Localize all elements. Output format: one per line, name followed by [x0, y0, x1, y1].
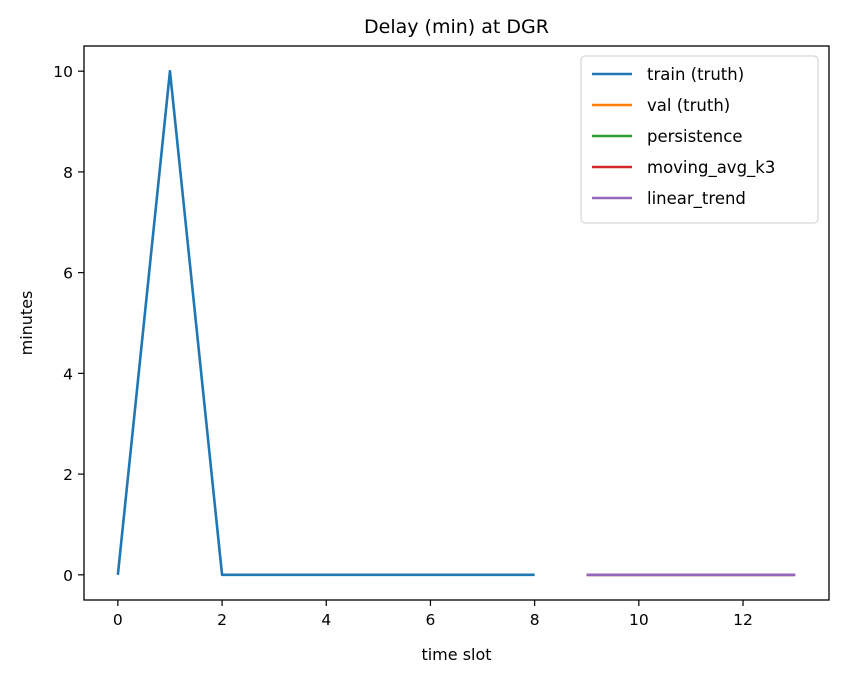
- legend-entry: val (truth): [647, 96, 730, 115]
- x-tick-label: 0: [113, 611, 123, 629]
- y-tick-label: 4: [63, 365, 73, 383]
- y-tick-label: 2: [63, 466, 73, 484]
- chart-title: Delay (min) at DGR: [364, 16, 549, 38]
- legend-box: [580, 55, 819, 224]
- legend: train (truth) val (truth) persistence movin…: [580, 55, 819, 224]
- y-axis: 0 2 4 6 8 10: [53, 63, 84, 585]
- plot-area: [83, 45, 830, 601]
- y-tick-label: 10: [53, 63, 73, 81]
- legend-entry: train (truth): [647, 65, 744, 84]
- x-axis: 0 2 4 6 8 10 12: [113, 600, 753, 629]
- legend-entry: persistence: [647, 127, 743, 146]
- x-axis-label: time slot: [421, 645, 491, 664]
- y-tick-label: 6: [63, 265, 73, 283]
- x-tick-label: 12: [733, 611, 753, 629]
- x-tick-label: 4: [321, 611, 331, 629]
- legend-entry: moving_avg_k3: [647, 158, 775, 178]
- series-layer: [116, 69, 796, 577]
- series-line-train-truth: [116, 69, 535, 577]
- y-axis-label: minutes: [17, 291, 36, 356]
- x-tick-label: 2: [217, 611, 227, 629]
- x-tick-label: 10: [629, 611, 649, 629]
- x-tick-label: 8: [530, 611, 540, 629]
- x-tick-label: 6: [426, 611, 436, 629]
- y-tick-label: 8: [63, 164, 73, 182]
- y-tick-label: 0: [63, 567, 73, 585]
- legend-entry: linear_trend: [647, 189, 746, 209]
